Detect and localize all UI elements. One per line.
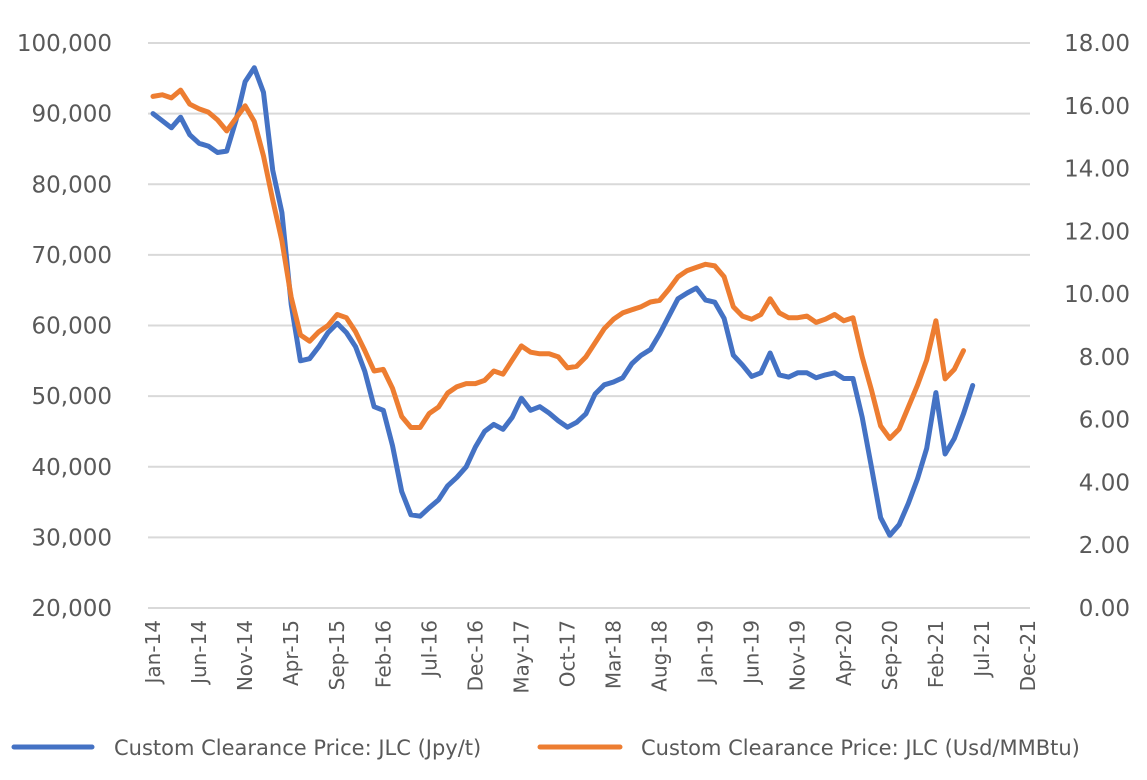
x-tick-label: May-17 [509,620,533,694]
x-tick-label: Mar-18 [602,620,626,689]
legend-label: Custom Clearance Price: JLC (Usd/MMBtu) [641,736,1080,760]
series-line-usd [150,87,966,441]
x-tick-label: Dec-16 [463,620,487,691]
y-axis-right: 0.00 2.00 4.00 6.00 8.00 10.00 12.00 14.00 16.00… [1064,31,1130,622]
x-tick-label: Apr-20 [832,620,856,686]
y-axis-left: 20,000 30,000 40,000 50,000 60,000 70,000 80,0… [17,31,112,622]
y-right-tick-label: 8.00 [1079,345,1130,371]
x-tick-label: Apr-15 [279,620,303,686]
y-right-tick-label: 16.00 [1064,94,1130,120]
series-line-jpy [150,65,976,538]
x-tick-label: Jul-21 [970,620,994,679]
x-tick-label: Feb-21 [924,620,948,688]
legend: Custom Clearance Price: JLC (Jpy/t) Custo… [11,736,1080,760]
y-left-tick-label: 50,000 [32,384,112,410]
x-tick-label: Jan-14 [141,620,165,686]
y-right-tick-label: 6.00 [1079,408,1130,434]
y-left-tick-label: 60,000 [32,314,112,340]
y-right-tick-label: 10.00 [1064,282,1130,308]
series-layer [150,65,976,538]
x-tick-label: Nov-19 [786,620,810,691]
y-right-tick-label: 12.00 [1064,219,1130,245]
x-tick-label: Aug-18 [648,620,672,692]
y-left-tick-label: 80,000 [32,172,112,198]
x-tick-label: Sep-15 [325,620,349,690]
y-left-tick-label: 90,000 [32,102,112,128]
x-tick-label: Jun-19 [740,620,764,686]
y-left-tick-label: 40,000 [32,455,112,481]
x-tick-label: Feb-16 [371,620,395,688]
y-left-tick-label: 100,000 [17,31,112,57]
y-right-tick-label: 0.00 [1079,596,1130,622]
y-left-tick-label: 70,000 [32,243,112,269]
x-tick-label: Dec-21 [1016,620,1040,691]
x-tick-label: Sep-20 [878,620,902,690]
y-left-tick-label: 30,000 [32,525,112,551]
x-axis: Jan-14 Jun-14 Nov-14 Apr-15 Sep-15 Feb-16 Jul-… [141,607,1040,694]
y-left-tick-label: 20,000 [32,596,112,622]
x-tick-label: Jul-16 [417,620,441,679]
y-right-tick-label: 18.00 [1064,31,1130,57]
x-tick-label: Nov-14 [233,620,257,691]
y-right-tick-label: 4.00 [1079,470,1130,496]
y-right-tick-label: 2.00 [1079,533,1130,559]
x-tick-label: Jan-19 [694,620,718,686]
legend-label: Custom Clearance Price: JLC (Jpy/t) [114,736,481,760]
x-tick-label: Jun-14 [187,620,211,686]
y-right-tick-label: 14.00 [1064,157,1130,183]
x-tick-label: Oct-17 [555,620,579,687]
